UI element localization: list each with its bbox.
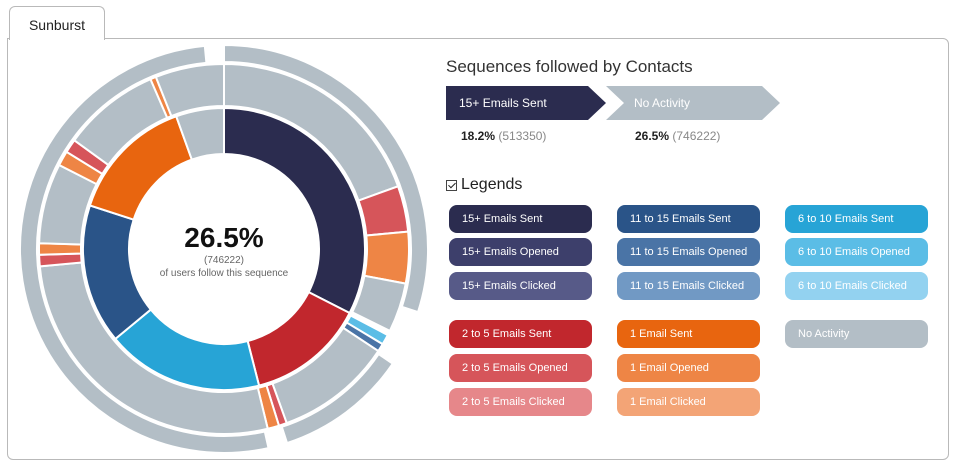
step-1-stat: 18.2% (513350) (461, 129, 546, 143)
chart-panel (7, 38, 949, 460)
legend-item[interactable]: 11 to 15 Emails Opened (617, 238, 760, 266)
legend-item-label: 15+ Emails Clicked (462, 280, 556, 292)
legend-item[interactable]: 6 to 10 Emails Opened (785, 238, 928, 266)
legend-item[interactable]: 15+ Emails Opened (449, 238, 592, 266)
legend-item[interactable]: 1 Email Sent (617, 320, 760, 348)
legend-header[interactable]: Legends (446, 176, 522, 194)
legend-item-label: 15+ Emails Opened (462, 246, 559, 258)
legend-item-label: No Activity (798, 328, 850, 340)
step-2-percent: 26.5% (635, 129, 670, 143)
tab-sunburst[interactable]: Sunburst (9, 6, 105, 40)
sunburst-segment-no-activity[interactable] (154, 62, 225, 118)
legend-item-label: 6 to 10 Emails Clicked (798, 280, 907, 292)
sunburst-segment-no-activity[interactable] (174, 106, 225, 161)
legend-item[interactable]: 15+ Emails Sent (449, 205, 592, 233)
legend-item-label: 6 to 10 Emails Opened (798, 246, 910, 258)
legend-item-label: 11 to 15 Emails Clicked (630, 280, 745, 292)
legend-item[interactable]: 6 to 10 Emails Clicked (785, 272, 928, 300)
step-2-stat: 26.5% (746222) (635, 129, 720, 143)
legend-item-label: 2 to 5 Emails Sent (462, 328, 552, 340)
legend-item-label: 11 to 15 Emails Sent (630, 213, 731, 225)
legend-item[interactable]: 2 to 5 Emails Sent (449, 320, 592, 348)
legend-item[interactable]: 2 to 5 Emails Clicked (449, 388, 592, 416)
sunburst-segment-no-activity[interactable] (280, 352, 395, 445)
legend-item[interactable]: No Activity (785, 320, 928, 348)
legend-item[interactable]: 11 to 15 Emails Sent (617, 205, 760, 233)
sunburst-segment-no-activity[interactable] (223, 45, 428, 314)
breadcrumb-step-2[interactable]: No Activity (606, 86, 780, 120)
sunburst-chart[interactable] (20, 45, 428, 453)
legend-item[interactable]: 1 Email Clicked (617, 388, 760, 416)
legend-item-label: 2 to 5 Emails Clicked (462, 396, 565, 408)
legend-item-label: 1 Email Opened (630, 362, 709, 374)
legend-item-label: 1 Email Sent (630, 328, 693, 340)
center-count: (746222) (203, 255, 245, 266)
sequence-title: Sequences followed by Contacts (446, 57, 693, 76)
step-1-percent: 18.2% (461, 129, 496, 143)
legend-item[interactable]: 2 to 5 Emails Opened (449, 354, 592, 382)
legend-title: Legends (461, 176, 523, 193)
tab-label: Sunburst (28, 17, 86, 33)
legend-item-label: 15+ Emails Sent (462, 213, 543, 225)
center-percent: 26.5% (184, 222, 264, 253)
legend-item[interactable]: 6 to 10 Emails Sent (785, 205, 928, 233)
breadcrumb-step-1[interactable]: 15+ Emails Sent (446, 86, 606, 120)
legend-item-label: 6 to 10 Emails Sent (798, 213, 894, 225)
legend-item-label: 11 to 15 Emails Opened (630, 246, 748, 258)
sunburst-segment-15-emails-sent[interactable] (223, 106, 366, 315)
legend-item-label: 2 to 5 Emails Opened (462, 362, 568, 374)
step-1-count: (513350) (498, 129, 547, 143)
legend-item[interactable]: 1 Email Opened (617, 354, 760, 382)
center-caption: of users follow this sequence (159, 268, 289, 279)
sunburst-segment-no-activity[interactable] (20, 45, 270, 453)
legend-item[interactable]: 11 to 15 Emails Clicked (617, 272, 760, 300)
legend-item[interactable]: 15+ Emails Clicked (449, 272, 592, 300)
legend-checkbox[interactable] (446, 179, 457, 191)
step-2-count: (746222) (672, 129, 721, 143)
sunburst-segment-1-email-opened[interactable] (363, 230, 410, 285)
sunburst-segment-no-activity[interactable] (350, 274, 407, 333)
legend-item-label: 1 Email Clicked (630, 396, 706, 408)
